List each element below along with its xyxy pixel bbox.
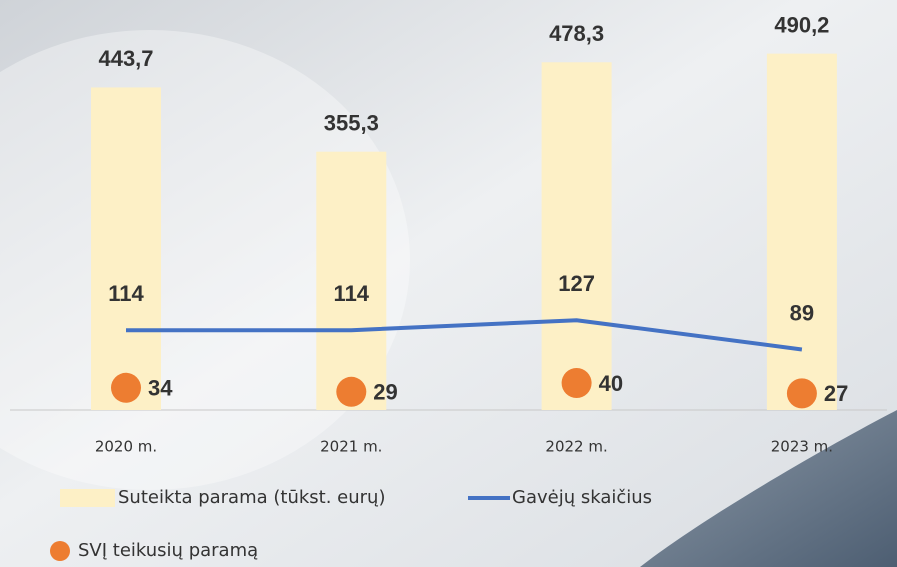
data-label: 443,7 <box>98 46 153 71</box>
line <box>126 318 803 352</box>
legend-label: Suteikta parama (tūkst. eurų) <box>118 487 385 508</box>
x-tick-label: 2023 m. <box>771 438 833 456</box>
data-label: 114 <box>108 281 144 306</box>
dot <box>336 376 367 407</box>
x-tick-label: 2020 m. <box>95 438 157 456</box>
x-tick-label: 2021 m. <box>320 438 382 456</box>
legend-swatch-bar <box>60 489 115 507</box>
data-label: 40 <box>599 371 623 396</box>
legend-swatch-dot <box>50 541 70 561</box>
bar <box>541 62 612 410</box>
legend-label: SVĮ teikusių paramą <box>78 540 258 561</box>
data-label: 29 <box>373 380 397 405</box>
dot <box>561 368 592 398</box>
data-label: 27 <box>824 381 848 406</box>
bar <box>766 53 837 410</box>
data-label: 355,3 <box>324 111 379 136</box>
data-label: 89 <box>790 300 814 325</box>
data-label: 114 <box>334 281 370 306</box>
data-label: 478,3 <box>549 21 604 46</box>
legend-label: Gavėjų skaičius <box>512 487 652 508</box>
bar <box>91 87 161 410</box>
data-label: 127 <box>558 271 595 296</box>
dot <box>111 372 141 403</box>
x-tick-label: 2022 m. <box>545 438 607 456</box>
data-label: 34 <box>148 376 173 401</box>
bar <box>316 151 387 410</box>
background-wedge <box>640 410 897 567</box>
dot <box>786 378 817 409</box>
data-label: 490,2 <box>774 12 829 37</box>
